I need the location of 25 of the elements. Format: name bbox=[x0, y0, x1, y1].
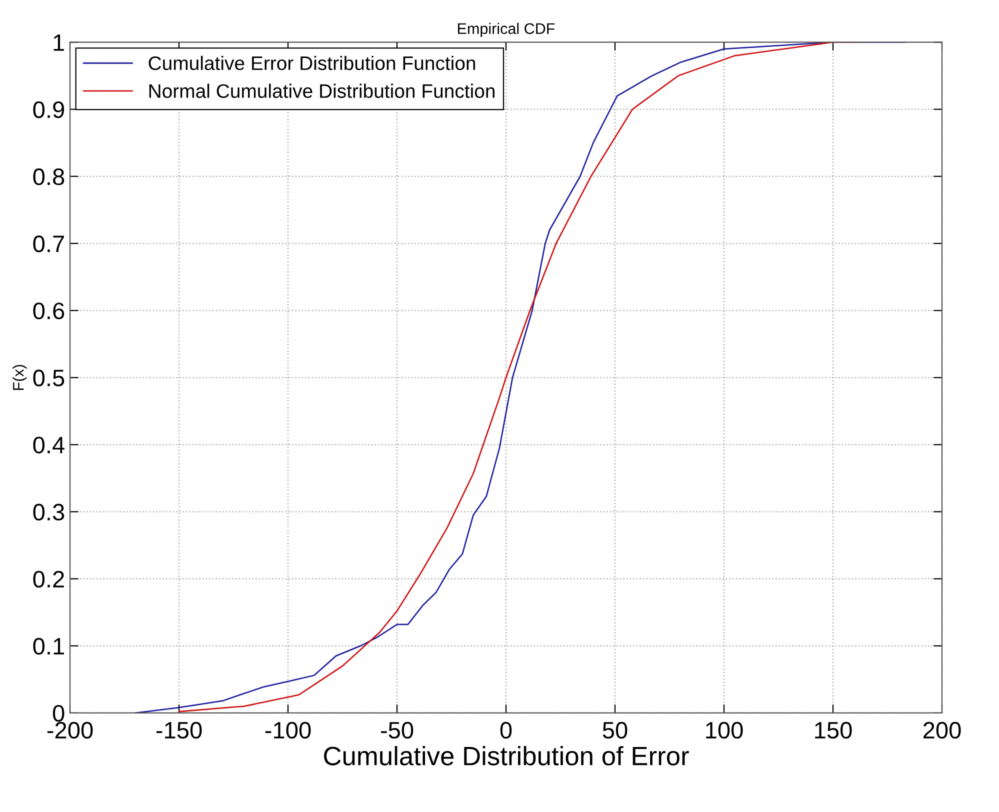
x-tick-label: 0 bbox=[500, 722, 512, 739]
x-axis-title: Cumulative Distribution of Error bbox=[324, 746, 689, 766]
legend-label: Cumulative Error Distribution Function bbox=[148, 56, 476, 70]
y-tick-label: 0 bbox=[52, 705, 64, 722]
x-tick-label: 50 bbox=[602, 722, 628, 739]
y-tick-label: 0.8 bbox=[33, 168, 64, 186]
x-tick-label: 200 bbox=[923, 722, 961, 739]
y-tick-label: 0.1 bbox=[33, 638, 64, 655]
x-tick-label: 100 bbox=[706, 722, 743, 739]
y-tick-label: 0.2 bbox=[33, 570, 64, 588]
x-tick-label: -200 bbox=[47, 722, 93, 739]
legend-label: Normal Cumulative Distribution Function bbox=[149, 84, 494, 98]
y-tick-label: 0.3 bbox=[33, 504, 64, 521]
y-tick-label: 0.5 bbox=[33, 370, 64, 386]
y-tick-label: 0.7 bbox=[33, 236, 64, 252]
y-tick-label: 0.4 bbox=[33, 436, 64, 454]
x-tick-label: 150 bbox=[815, 722, 852, 739]
x-tick-label: -50 bbox=[380, 722, 414, 739]
chart-title: Empirical CDF bbox=[458, 22, 555, 38]
y-tick-label: 0.9 bbox=[33, 101, 64, 118]
y-tick-label: 1 bbox=[54, 34, 64, 51]
y-tick-label: 0.6 bbox=[33, 302, 64, 320]
x-tick-label: -150 bbox=[156, 722, 202, 739]
y-axis-title: F(x) bbox=[12, 364, 27, 390]
x-tick-label: -100 bbox=[265, 722, 311, 739]
